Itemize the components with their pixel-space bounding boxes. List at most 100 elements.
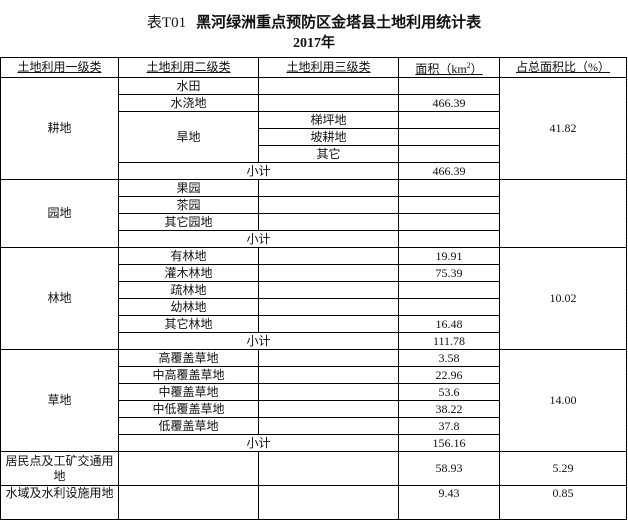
cell-ratio[interactable]: 10.02 bbox=[499, 247, 627, 350]
cell-area[interactable] bbox=[398, 77, 500, 95]
cell-level3[interactable]: 其它 bbox=[258, 145, 399, 163]
table-row: 疏林地 bbox=[1, 281, 627, 299]
cell-ratio[interactable]: 41.82 bbox=[499, 77, 627, 180]
table-row: 居民点及工矿交通用地 58.93 5.29 bbox=[0, 451, 627, 486]
cell-area[interactable]: 37.8 bbox=[398, 417, 500, 435]
cell-level2[interactable]: 其它园地 bbox=[118, 213, 259, 231]
table-row: 中低覆盖草地 38.22 bbox=[1, 400, 627, 418]
table-row: 中覆盖草地 53.6 bbox=[1, 383, 627, 401]
cell-ratio[interactable]: 14.00 bbox=[499, 349, 627, 452]
cell-area[interactable]: 58.93 bbox=[398, 451, 500, 486]
table-row: 水浇地 466.39 bbox=[1, 94, 627, 112]
cell-area[interactable] bbox=[398, 298, 500, 316]
cell-level2[interactable]: 灌木林地 bbox=[118, 264, 259, 282]
cell-area[interactable]: 22.96 bbox=[398, 366, 500, 384]
cell-area[interactable]: 9.43 bbox=[398, 485, 500, 520]
cell-level3[interactable] bbox=[258, 264, 399, 282]
cell-level2[interactable]: 水田 bbox=[118, 77, 259, 95]
cell-area[interactable]: 38.22 bbox=[398, 400, 500, 418]
cell-level2[interactable]: 中低覆盖草地 bbox=[118, 400, 259, 418]
cell-area[interactable] bbox=[398, 281, 500, 299]
table-row: 低覆盖草地 37.8 bbox=[1, 417, 627, 435]
cell-area[interactable]: 53.6 bbox=[398, 383, 500, 401]
cell-subtotal-label[interactable]: 小计 bbox=[118, 332, 399, 350]
cell-level2[interactable]: 中覆盖草地 bbox=[118, 383, 259, 401]
cell-level2[interactable]: 中高覆盖草地 bbox=[118, 366, 259, 384]
cell-level3[interactable] bbox=[258, 247, 399, 265]
cell-level3[interactable] bbox=[258, 400, 399, 418]
cell-level2[interactable]: 低覆盖草地 bbox=[118, 417, 259, 435]
cell-level3[interactable] bbox=[258, 196, 399, 214]
cell-subtotal-label[interactable]: 小计 bbox=[118, 434, 399, 452]
cell-subtotal-label[interactable]: 小计 bbox=[118, 230, 399, 248]
cell-subtotal-label[interactable]: 小计 bbox=[118, 162, 399, 180]
header-level1[interactable]: 土地利用一级类 bbox=[0, 57, 119, 78]
cell-level2[interactable] bbox=[118, 451, 259, 486]
subtotal-row: 小计 156.16 bbox=[1, 434, 627, 452]
cell-level1[interactable]: 林地 bbox=[0, 247, 119, 350]
cell-area[interactable]: 3.58 bbox=[398, 349, 500, 367]
cell-area[interactable] bbox=[398, 196, 500, 214]
cell-area[interactable] bbox=[398, 111, 500, 129]
cell-level3[interactable] bbox=[258, 349, 399, 367]
cell-level2[interactable]: 有林地 bbox=[118, 247, 259, 265]
cell-level3[interactable] bbox=[258, 366, 399, 384]
cell-level2[interactable]: 水浇地 bbox=[118, 94, 259, 112]
cell-level2[interactable]: 疏林地 bbox=[118, 281, 259, 299]
cell-area[interactable]: 156.16 bbox=[398, 434, 500, 452]
cell-level3[interactable] bbox=[258, 281, 399, 299]
cell-level3[interactable] bbox=[258, 417, 399, 435]
cell-level3[interactable] bbox=[258, 485, 399, 520]
cell-level2[interactable]: 幼林地 bbox=[118, 298, 259, 316]
title-text: 黑河绿洲重点预防区金塔县土地利用统计表 bbox=[196, 15, 482, 31]
cell-level1[interactable]: 草地 bbox=[0, 349, 119, 452]
cell-level2[interactable]: 茶园 bbox=[118, 196, 259, 214]
header-ratio[interactable]: 占总面积比（%） bbox=[499, 57, 627, 78]
cell-area[interactable] bbox=[398, 179, 500, 197]
header-area-text: 面积（km bbox=[415, 62, 467, 76]
header-row: 土地利用一级类 土地利用二级类 土地利用三级类 面积（km2） 占总面积比（%） bbox=[0, 57, 627, 78]
cell-level3[interactable] bbox=[258, 179, 399, 197]
cell-level1[interactable]: 园地 bbox=[0, 179, 119, 248]
cell-area[interactable]: 75.39 bbox=[398, 264, 500, 282]
cell-level3[interactable] bbox=[258, 298, 399, 316]
cell-area[interactable]: 111.78 bbox=[398, 332, 500, 350]
table-row: 其它园地 bbox=[1, 213, 627, 231]
cell-area[interactable] bbox=[398, 145, 500, 163]
cell-level3[interactable] bbox=[258, 94, 399, 112]
cell-level2[interactable]: 高覆盖草地 bbox=[118, 349, 259, 367]
cell-ratio[interactable] bbox=[499, 179, 627, 248]
header-area-close: ） bbox=[470, 62, 483, 76]
cell-level1[interactable]: 水域及水利设施用地 bbox=[0, 485, 119, 520]
cell-area[interactable]: 16.48 bbox=[398, 315, 500, 333]
cell-level2[interactable]: 果园 bbox=[118, 179, 259, 197]
cell-area[interactable] bbox=[398, 213, 500, 231]
subtotal-row: 小计 bbox=[1, 230, 627, 248]
header-level2[interactable]: 土地利用二级类 bbox=[118, 57, 259, 78]
cell-level1[interactable]: 耕地 bbox=[0, 77, 119, 180]
table-row: 园地 果园 bbox=[0, 179, 627, 248]
cell-area[interactable]: 466.39 bbox=[398, 162, 500, 180]
cell-level2[interactable]: 旱地 bbox=[118, 111, 259, 163]
cell-level3[interactable] bbox=[258, 315, 399, 333]
cell-level2[interactable]: 其它林地 bbox=[118, 315, 259, 333]
cell-area[interactable]: 19.91 bbox=[398, 247, 500, 265]
subtotal-row: 小计 111.78 bbox=[1, 332, 627, 350]
cell-level2[interactable] bbox=[118, 485, 259, 520]
cell-level3[interactable]: 梯坪地 bbox=[258, 111, 399, 129]
cell-level3[interactable] bbox=[258, 77, 399, 95]
table-row: 茶园 bbox=[1, 196, 627, 214]
cell-area[interactable] bbox=[398, 230, 500, 248]
table-row: 耕地 水田 41.82 bbox=[0, 77, 627, 180]
cell-area[interactable]: 466.39 bbox=[398, 94, 500, 112]
cell-level3[interactable] bbox=[258, 451, 399, 486]
cell-level3[interactable] bbox=[258, 383, 399, 401]
cell-area[interactable] bbox=[398, 128, 500, 146]
header-level3[interactable]: 土地利用三级类 bbox=[258, 57, 399, 78]
cell-level3[interactable] bbox=[258, 213, 399, 231]
cell-ratio[interactable]: 5.29 bbox=[499, 451, 627, 486]
cell-level1[interactable]: 居民点及工矿交通用地 bbox=[0, 451, 119, 486]
cell-level3[interactable]: 坡耕地 bbox=[258, 128, 399, 146]
cell-ratio[interactable]: 0.85 bbox=[499, 485, 627, 520]
header-area[interactable]: 面积（km2） bbox=[398, 57, 500, 78]
